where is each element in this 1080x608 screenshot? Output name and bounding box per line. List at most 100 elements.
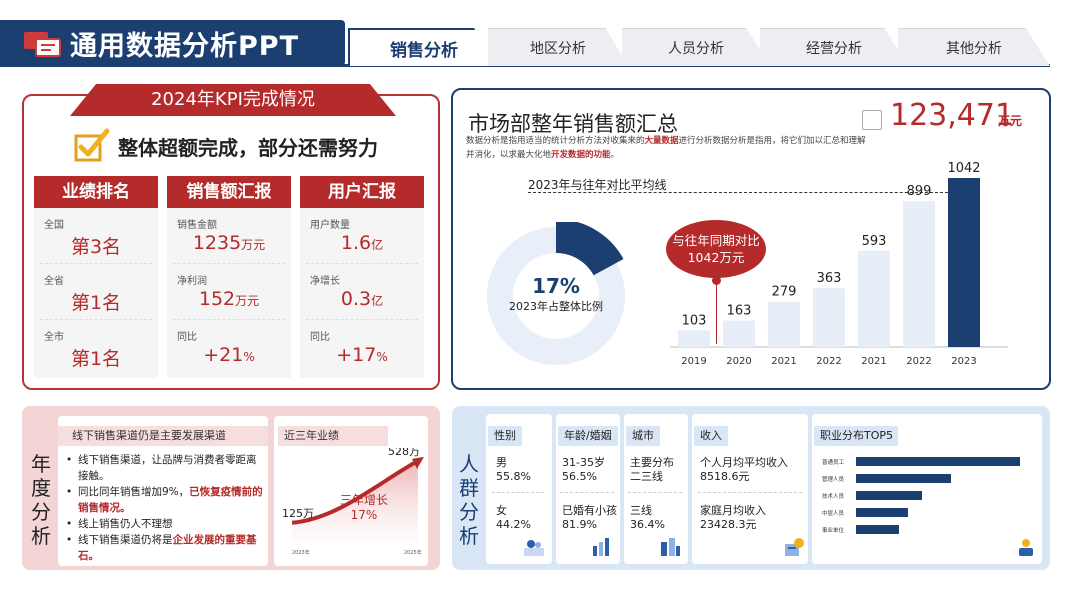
city-tier-label: 三线 [630,504,652,517]
age-range-label: 31-35岁 [562,456,605,469]
tab-other[interactable]: 其他分析 [898,28,1050,66]
kpi-cell-label: 销售金额 [177,220,217,231]
kpi-headline: 整体超额完成，部分还需努力 [118,136,378,160]
money-illustration-icon [785,538,804,556]
tab-region[interactable]: 地区分析 [488,28,628,66]
bar-value-label: 103 [682,313,707,328]
analyst-illustration-icon [1019,539,1033,556]
chart-illustration-icon [593,538,609,556]
city-tier-value: 36.4% [630,518,665,531]
people-illustration-icon [524,540,544,556]
x-tick-label: 2023 [951,356,976,367]
donut-chart [482,222,630,370]
x-tick-label: 2021 [771,356,796,367]
kpi-column-header: 业绩排名 [34,176,158,208]
kpi-cell: 净利润 152万元 [173,264,285,320]
annual-bullet-list: 线下销售渠道，让品牌与消费者零距离接触。 同比同年销售增加9%，已恢复疫情前的销… [66,452,266,564]
yoy-pointer-line [716,278,717,344]
bar [858,250,890,347]
kpi-cell-value: 1235万元 [192,232,266,254]
market-total-value: 123,471 [890,98,1015,133]
annual-side-label: 年度分析 [31,452,51,548]
divider [698,492,802,493]
job-bar [856,508,909,517]
list-item: 线上销售仍人不理想 [66,516,266,532]
job-bar [856,457,1020,466]
kpi-cell-value: +21% [203,344,255,366]
kpi-column-ranking: 业绩排名 全国 第3名 全省 第1名 全市 第1名 [34,176,158,378]
family-income-label: 家庭月均收入 [700,504,766,517]
kpi-cell: 用户数量 1.6亿 [306,208,418,264]
tab-sales[interactable]: 销售分析 [348,28,498,66]
x-tick-label: 2021 [861,356,886,367]
tab-operations[interactable]: 经营分析 [760,28,908,66]
age-tag: 年龄/婚姻 [558,426,618,446]
gender-male-label: 男 [496,456,507,469]
x-tick-label: 2025年 [404,549,422,556]
kpi-column-header: 销售额汇报 [167,176,291,208]
job-bar [856,525,899,534]
tab-staff[interactable]: 人员分析 [622,28,770,66]
kpi-cell: 净增长 0.3亿 [306,264,418,320]
kpi-cell-label: 同比 [310,332,330,343]
bar-value-label: 593 [862,234,887,249]
kpi-cell-label: 全国 [44,220,64,231]
donut-highlight-slice [482,222,630,370]
donut-percent: 17% [532,274,580,298]
bar-value-label: 1042 [947,161,980,176]
trend-title: 近三年业绩 [278,426,388,446]
income-tag: 收入 [694,426,728,446]
age-range-value: 56.5% [562,470,597,483]
city-main-value: 二三线 [630,470,663,483]
city-main-label: 主要分布 [630,456,674,469]
kpi-cell-label: 净增长 [310,276,340,287]
bar [813,288,845,347]
trend-annotation-value: 17% [351,508,378,522]
kpi-cell: 销售金额 1235万元 [173,208,285,264]
trend-line [291,459,419,525]
gender-male-value: 55.8% [496,470,531,483]
trend-end-label: 528万 [388,448,420,458]
bar-value-label: 163 [727,304,752,319]
market-title: 市场部整年销售额汇总 [468,112,678,136]
job-category-label: 中层人员 [822,511,845,517]
kpi-cell-value: 第3名 [70,236,122,258]
job-category-label: 管理人员 [822,477,845,483]
bar-value-label: 363 [817,271,842,286]
bar [948,178,980,347]
kpi-column-header: 用户汇报 [300,176,424,208]
list-item: 同比同年销售增加9%，已恢复疫情前的销售情况。 [66,484,266,516]
checkmark-icon [74,128,110,162]
x-tick-label: 2022 [816,356,841,367]
app-title: 通用数据分析PPT [70,31,299,62]
kpi-cell-label: 同比 [177,332,197,343]
kpi-cell-value: 152万元 [198,288,260,310]
kpi-cell: 全省 第1名 [40,264,152,320]
divider [560,492,614,493]
donut-label: 2023年占整体比例 [509,300,603,313]
kpi-cell-label: 净利润 [177,276,207,287]
list-item: 线下销售渠道，让品牌与消费者零距离接触。 [66,452,266,484]
job-bar [856,491,922,500]
x-tick-label: 2023年 [292,549,310,556]
kpi-cell: 同比 +21% [173,320,285,376]
kpi-cell: 全国 第3名 [40,208,152,264]
kpi-column-sales: 销售额汇报 销售金额 1235万元 净利润 152万元 同比 +21% [167,176,291,378]
job-category-label: 技术人员 [822,494,845,500]
married-label: 已婚有小孩 [562,504,617,517]
city-illustration-icon [661,538,680,556]
slides-logo-icon [24,32,61,57]
kpi-cell-label: 用户数量 [310,220,350,231]
list-item: 线下销售渠道仍将是企业发展的重要基石。 [66,532,266,564]
x-tick-label: 2019 [681,356,706,367]
city-tag: 城市 [626,426,660,446]
gender-female-label: 女 [496,504,507,517]
personal-income-value: 8518.6元 [700,470,750,483]
kpi-cell-value: +17% [336,344,388,366]
bar [903,201,935,347]
divider [628,492,682,493]
average-line-label: 2023年与往年对比平均线 [528,178,667,192]
annual-note-title: 线下销售渠道仍是主要发展渠道 [58,426,268,446]
married-value: 81.9% [562,518,597,531]
